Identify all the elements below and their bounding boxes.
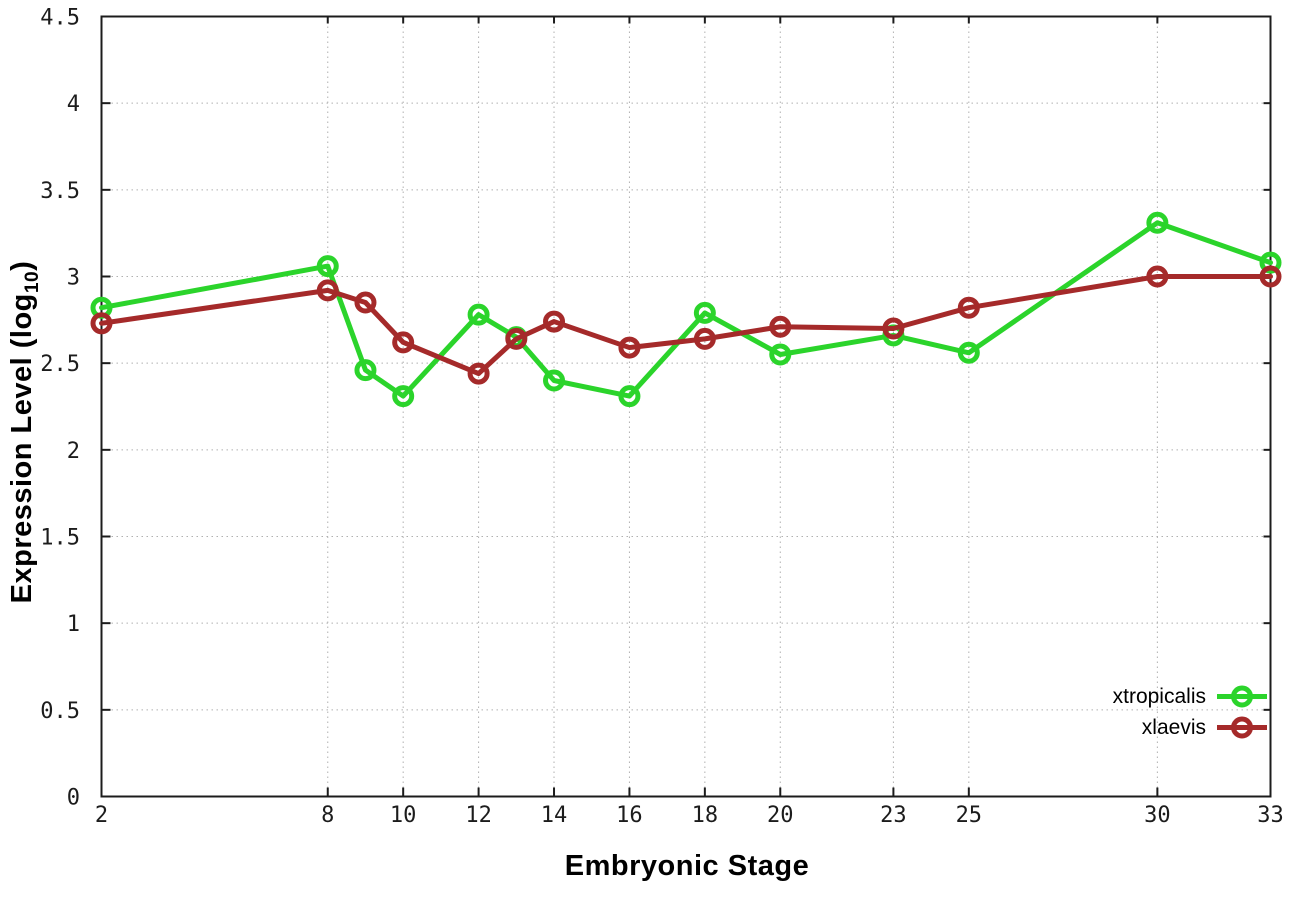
x-tick-label: 20 [767, 803, 794, 828]
data-point-xlaevis-stage-2 [90, 312, 113, 335]
legend-entry-xtropicalis: xtropicalis [1113, 681, 1269, 712]
y-tick-label: 1.5 [40, 526, 80, 551]
x-tick-label: 16 [616, 803, 643, 828]
y-tick-label: 0.5 [40, 699, 80, 724]
x-tick-label: 12 [465, 803, 492, 828]
x-tick-label: 14 [541, 803, 568, 828]
y-tick-label: 2 [67, 439, 80, 464]
legend-label-xtropicalis: xtropicalis [1112, 684, 1206, 708]
x-tick-label: 18 [692, 803, 719, 828]
data-point-xlaevis-stage-10 [392, 331, 415, 354]
data-point-xtropicalis-stage-8 [316, 255, 339, 278]
legend-circle-icon [1231, 685, 1253, 708]
data-point-xtropicalis-stage-33 [1259, 251, 1282, 274]
data-point-xtropicalis-stage-14 [543, 369, 566, 392]
data-point-xtropicalis-stage-10 [392, 385, 415, 408]
legend-marker-xlaevis [1217, 716, 1267, 739]
series-xlaevis [90, 265, 1282, 385]
y-tick-label: 1 [67, 612, 80, 637]
gridlines [101, 16, 1271, 797]
data-point-xlaevis-stage-20 [769, 315, 792, 338]
data-point-xlaevis-stage-30 [1146, 265, 1169, 288]
data-point-xlaevis-stage-12 [467, 362, 490, 385]
series-line-xlaevis [99, 274, 1273, 377]
data-point-xtropicalis-stage-30 [1146, 211, 1169, 234]
legend-marker-xtropicalis [1217, 685, 1267, 708]
data-point-xtropicalis-stage-16 [618, 385, 641, 408]
legend-circle-icon [1231, 716, 1253, 739]
series-xtropicalis [90, 211, 1282, 408]
y-tick-label: 3 [67, 266, 80, 291]
data-point-xlaevis-stage-13 [505, 327, 528, 350]
data-point-xlaevis-stage-25 [957, 296, 980, 319]
y-axis-title-close: ) [6, 260, 39, 271]
y-tick-label: 4 [67, 92, 80, 117]
series-line-xtropicalis [99, 220, 1273, 399]
data-point-xlaevis-stage-18 [693, 327, 716, 350]
x-tick-label: 23 [880, 803, 907, 828]
x-tick-label: 30 [1144, 803, 1171, 828]
data-point-xlaevis-stage-14 [543, 310, 566, 333]
data-point-xlaevis-stage-9 [354, 291, 377, 314]
y-tick-label: 4.5 [40, 6, 80, 31]
y-axis-title-text: Expression Level (log [6, 293, 39, 604]
data-point-xtropicalis-stage-20 [769, 343, 792, 366]
tick-labels: 0 0.5 1 1.5 2 2.5 3 3.5 4 4.5 2 8 10 12 14 16 18 20 23 25 30… [40, 6, 1284, 829]
data-point-xtropicalis-stage-18 [693, 301, 716, 324]
data-point-xlaevis-stage-8 [316, 279, 339, 302]
data-point-xlaevis-stage-16 [618, 336, 641, 359]
legend-entry-xlaevis: xlaevis [1113, 712, 1269, 743]
x-axis-title: Embryonic Stage [564, 850, 810, 882]
data-point-xtropicalis-stage-9 [354, 359, 377, 382]
data-point-xtropicalis-stage-12 [467, 303, 490, 326]
plot-frame [100, 15, 1272, 798]
x-tick-label: 8 [321, 803, 334, 828]
data-point-xlaevis-stage-23 [882, 317, 905, 340]
data-point-xlaevis-stage-33 [1259, 265, 1282, 288]
axis-ticks [100, 15, 1272, 798]
x-tick-label: 2 [95, 803, 108, 828]
y-axis-title-subscript: 10 [21, 270, 43, 294]
x-tick-label: 33 [1257, 803, 1284, 828]
y-tick-label: 0 [67, 786, 80, 811]
legend: xtropicalis xlaevis [1113, 681, 1269, 743]
y-tick-label: 2.5 [40, 352, 80, 377]
data-point-xtropicalis-stage-25 [957, 341, 980, 364]
legend-label-xlaevis: xlaevis [1141, 715, 1206, 739]
x-tick-label: 25 [956, 803, 983, 828]
x-tick-label: 10 [390, 803, 417, 828]
y-tick-label: 3.5 [40, 179, 80, 204]
y-axis-title: Expression Level (log10) [6, 261, 44, 604]
